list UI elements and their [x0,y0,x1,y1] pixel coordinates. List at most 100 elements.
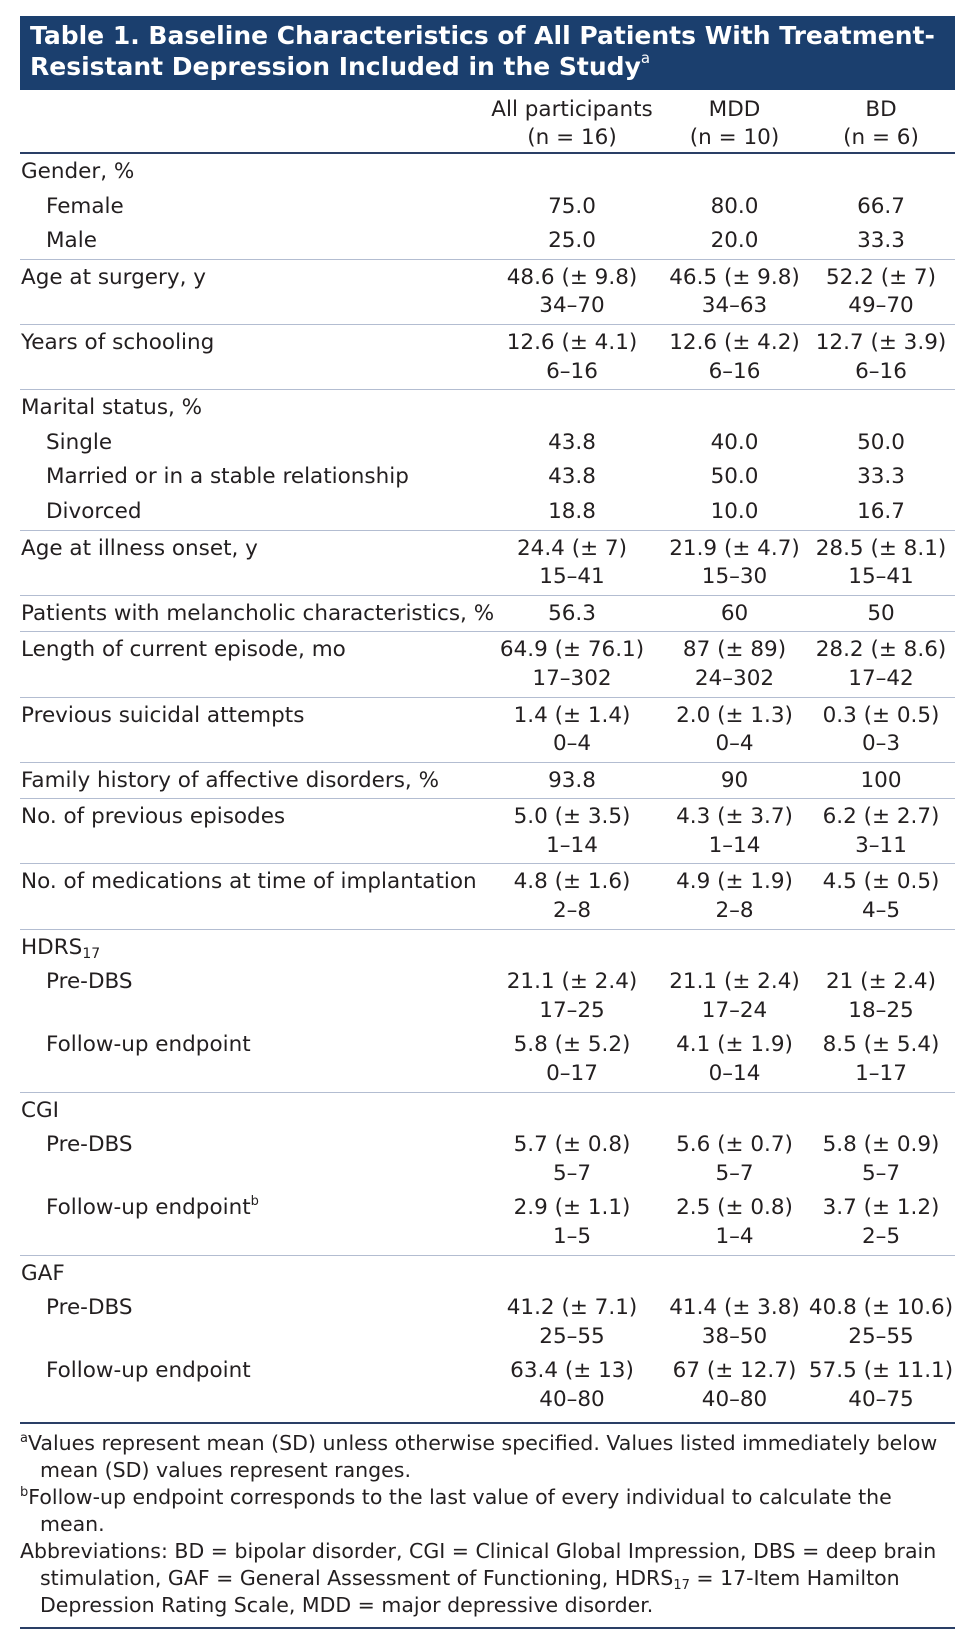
row-label-text: No. of medications at time of implantati… [21,869,477,895]
value-cell: 75.0 [482,190,662,225]
table-row: Age at illness onset, y 24.4 (± 7) 15–41 21… [20,530,955,595]
mean-value: 24.4 (± 7) [516,535,627,561]
column-label: MDD [708,97,761,122]
mean-value: 87 (± 89) [682,637,787,663]
mean-value: 50.0 [710,464,759,490]
row-label-text: HDRS [21,934,83,960]
table-figure: Table 1. Baseline Characteristics of All… [20,16,955,1629]
table-row: No. of previous episodes 5.0 (± 3.5) 1–14 4… [20,799,955,864]
row-label: Patients with melancholic characteristic… [20,595,494,632]
range-value: 15–30 [701,564,768,590]
table-row: Follow-up endpoint 5.8 (± 5.2) 0–17 4.1 (± … [20,1028,955,1092]
mean-value: 2.5 (± 0.8) [676,1195,793,1221]
row-label-text: Divorced [46,498,142,524]
row-label-text: Years of schooling [21,329,215,355]
row-group: No. of medications at time of implantati… [20,863,955,929]
row-label-text: Patients with melancholic characteristic… [21,600,495,626]
range-value: 2–8 [552,898,592,924]
value-cell: 4.8 (± 1.6) 2–8 [482,864,662,929]
value-cell: 52.2 (± 7) 49–70 [807,259,955,324]
mean-value: 48.6 (± 9.8) [506,264,638,290]
value-cell: 33.3 [807,460,955,495]
range-value: 34–63 [701,293,768,319]
mean-value: 12.6 (± 4.2) [669,329,800,355]
mean-value: 4.9 (± 1.9) [676,869,793,895]
row-label: Marital status, % [20,390,482,426]
mean-value: 43.8 [548,429,596,455]
mean-value: 50 [867,600,895,626]
row-label: Gender, % [20,154,482,190]
table-row: Follow-up endpointb 2.9 (± 1.1) 1–5 2.5 (± … [20,1191,955,1255]
mean-value: 10.0 [710,498,759,524]
table-row: Divorced 18.8 10.0 16.7 [20,495,955,530]
value-cell: 25.0 [482,224,662,259]
table-row: Single 43.8 40.0 50.0 [20,426,955,461]
mean-value: 52.2 (± 7) [825,264,936,290]
value-cell: 28.2 (± 8.6) 17–42 [807,632,955,697]
mean-value: 1.4 (± 1.4) [513,702,631,728]
value-cell: 40.8 (± 10.6) 25–55 [807,1291,955,1354]
value-cell [482,1255,662,1291]
value-cell: 87 (± 89) 24–302 [662,632,807,697]
row-group: Years of schooling 12.6 (± 4.1) 6–16 12.6 (… [20,324,955,389]
value-cell [807,1092,955,1128]
value-cell: 5.0 (± 3.5) 1–14 [482,799,662,864]
row-group: HDRS17 Pre-DBS 21.1 (± 2.4) 17–25 21.1 (± 2.… [20,929,955,1092]
row-label-text: Length of current episode, mo [21,637,346,663]
row-label-text: Gender, % [21,159,135,184]
row-label: Divorced [20,495,482,530]
column-n: (n = 10) [689,125,780,150]
mean-value: 5.8 (± 0.9) [822,1132,940,1158]
range-value: 5–7 [861,1160,901,1186]
mean-value: 16.7 [857,498,905,524]
row-label: Length of current episode, mo [20,632,482,697]
range-value: 4–5 [861,898,901,924]
footnote-mark: a [20,1430,28,1446]
row-group: Marital status, % Single 43.8 40.0 50.0 Marri… [20,389,955,530]
mean-value: 41.4 (± 3.8) [669,1295,800,1321]
value-cell [807,154,955,190]
range-value: 17–25 [539,997,605,1023]
range-value: 25–55 [848,1323,914,1349]
value-cell: 40.0 [662,426,807,461]
value-cell: 2.5 (± 0.8) 1–4 [662,1191,807,1255]
footnote-mark: b [20,1484,29,1500]
value-cell: 4.1 (± 1.9) 0–14 [662,1028,807,1092]
mean-value: 63.4 (± 13) [510,1358,634,1384]
value-cell: 90 [662,762,807,799]
mean-value: 28.5 (± 8.1) [815,535,947,561]
range-value: 5–7 [552,1160,592,1186]
mean-value: 64.9 (± 76.1) [499,637,645,663]
mean-value: 56.3 [548,600,596,626]
row-label-text: Age at illness onset, y [21,535,258,561]
table-row: GAF [20,1255,955,1291]
mean-value: 21.9 (± 4.7) [669,535,800,561]
value-cell: 0.3 (± 0.5) 0–3 [807,697,955,762]
mean-value: 21.1 (± 2.4) [506,969,638,995]
range-value: 18–25 [848,997,914,1023]
mean-value: 4.1 (± 1.9) [676,1032,793,1058]
table-row: Pre-DBS 21.1 (± 2.4) 17–25 21.1 (± 2.4) 17–2… [20,965,955,1028]
table-row: Female 75.0 80.0 66.7 [20,190,955,225]
value-cell: 12.6 (± 4.2) 6–16 [662,324,807,389]
column-n: (n = 6) [843,125,919,150]
row-label: Single [20,426,482,461]
range-value: 40–75 [848,1386,914,1412]
value-cell: 67 (± 12.7) 40–80 [662,1354,807,1417]
value-cell: 21.9 (± 4.7) 15–30 [662,530,807,595]
row-label: Years of schooling [20,324,482,389]
row-label: Previous suicidal attempts [20,697,482,762]
value-cell [482,390,662,426]
value-cell: 5.8 (± 0.9) 5–7 [807,1128,955,1191]
footnote-a: aValues represent mean (SD) unless other… [20,1430,955,1484]
value-cell: 5.7 (± 0.8) 5–7 [482,1128,662,1191]
row-label-text: Marital status, % [21,395,203,421]
row-group: No. of previous episodes 5.0 (± 3.5) 1–14 4… [20,798,955,864]
value-cell: 4.5 (± 0.5) 4–5 [807,864,955,929]
range-value: 15–41 [539,564,605,590]
mean-value: 33.3 [857,464,905,490]
mean-value: 43.8 [548,464,596,490]
range-value: 49–70 [848,293,914,319]
range-value: 17–42 [848,665,914,691]
mean-value: 46.5 (± 9.8) [669,264,800,290]
